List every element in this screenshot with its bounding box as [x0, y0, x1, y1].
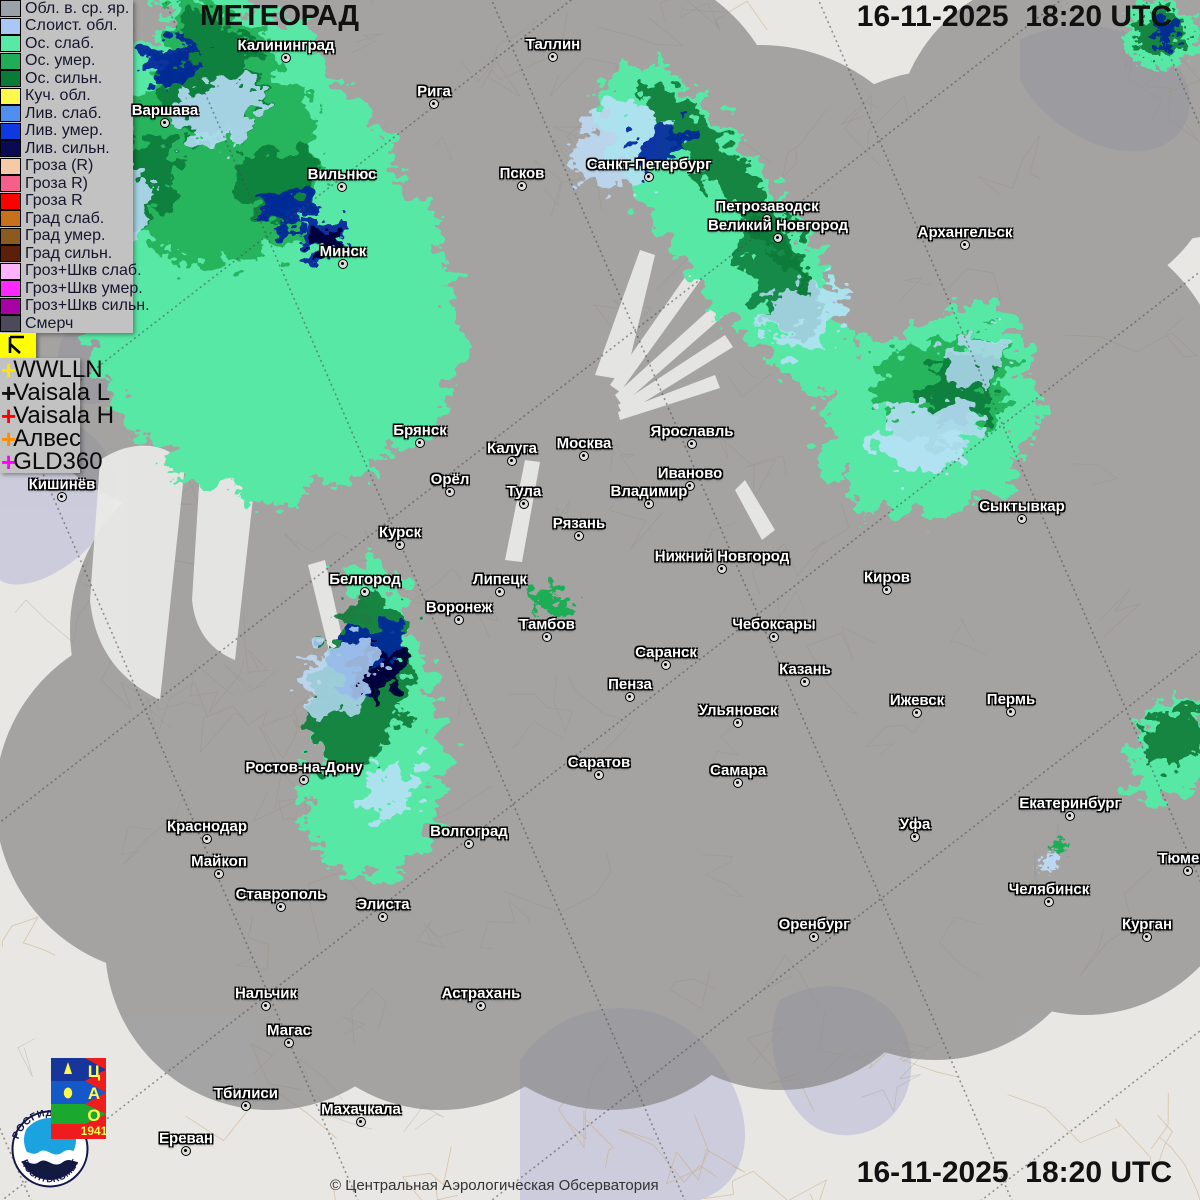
- svg-text:Ц: Ц: [88, 1062, 101, 1081]
- svg-text:А: А: [88, 1084, 100, 1103]
- svg-text:О: О: [87, 1106, 100, 1125]
- svg-text:1941: 1941: [81, 1124, 106, 1138]
